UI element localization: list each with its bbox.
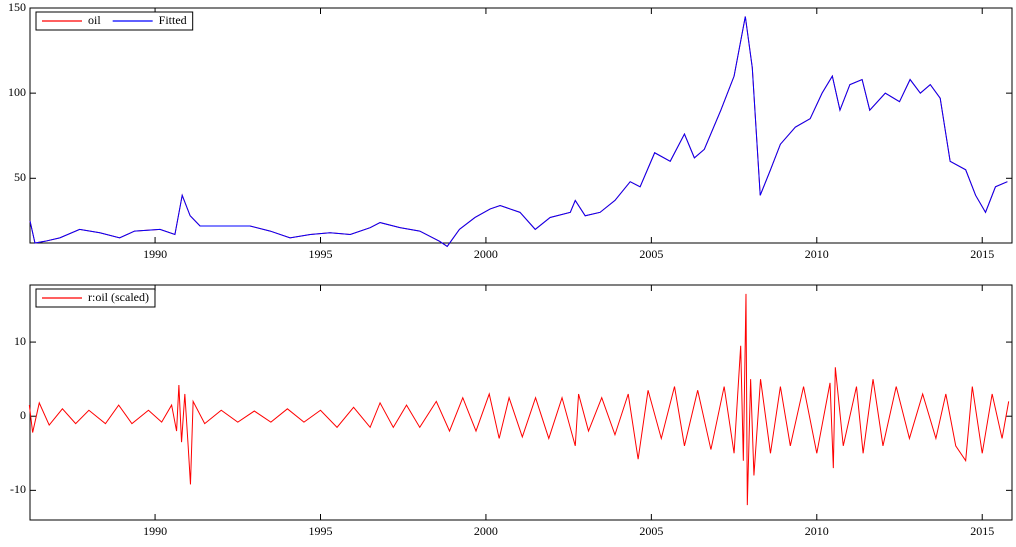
x-tick-label: 2000	[474, 524, 498, 538]
x-tick-label: 2010	[805, 524, 829, 538]
x-tick-label: 1995	[308, 247, 332, 261]
x-tick-label: 2000	[474, 247, 498, 261]
y-tick-label: 0	[20, 408, 26, 422]
x-tick-label: 2005	[639, 247, 663, 261]
x-tick-label: 1990	[143, 247, 167, 261]
legend-box	[35, 288, 156, 308]
series-line	[28, 293, 1010, 506]
legend: oil Fitted	[35, 11, 194, 31]
legend-label: oil	[88, 13, 101, 27]
legend-label: Fitted	[159, 13, 187, 27]
x-tick-label: 2010	[805, 247, 829, 261]
plot-frame	[29, 7, 1013, 244]
x-tick-label: 1995	[308, 524, 332, 538]
x-tick-label: 1990	[143, 524, 167, 538]
legend: r:oil (scaled)	[35, 288, 156, 308]
plot-frame	[29, 284, 1013, 521]
x-tick-label: 2015	[970, 524, 994, 538]
y-tick-label: 50	[14, 170, 26, 184]
y-tick-label: 100	[8, 85, 26, 99]
legend-label: r:oil (scaled)	[88, 290, 149, 304]
series-line	[29, 16, 1008, 248]
x-tick-label: 2015	[970, 247, 994, 261]
y-tick-label: 150	[8, 0, 26, 14]
y-tick-label: -10	[10, 482, 26, 496]
x-tick-label: 2005	[639, 524, 663, 538]
y-tick-label: 10	[14, 334, 26, 348]
